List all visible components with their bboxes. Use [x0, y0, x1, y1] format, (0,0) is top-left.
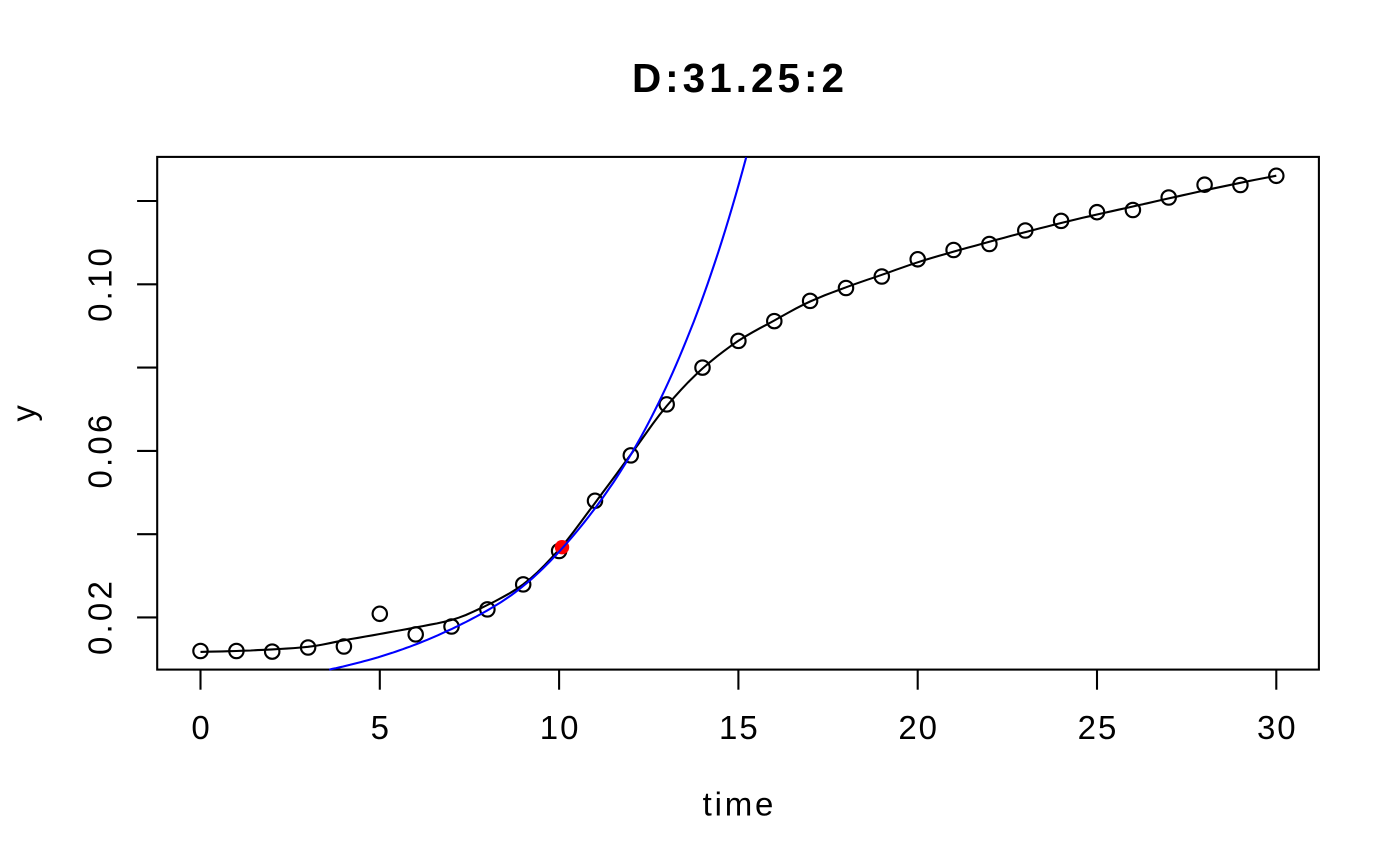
svg-text:5: 5 — [371, 709, 389, 746]
svg-text:0.10: 0.10 — [82, 245, 119, 322]
svg-text:y: y — [5, 405, 42, 422]
svg-text:15: 15 — [719, 709, 760, 746]
svg-text:25: 25 — [1078, 709, 1119, 746]
svg-text:10: 10 — [540, 709, 581, 746]
svg-text:D:31.25:2: D:31.25:2 — [632, 55, 848, 101]
svg-text:0.06: 0.06 — [82, 411, 119, 488]
svg-text:0: 0 — [191, 709, 209, 746]
svg-text:0.02: 0.02 — [82, 578, 119, 655]
svg-text:20: 20 — [898, 709, 939, 746]
svg-text:30: 30 — [1257, 709, 1298, 746]
svg-text:time: time — [703, 786, 777, 823]
